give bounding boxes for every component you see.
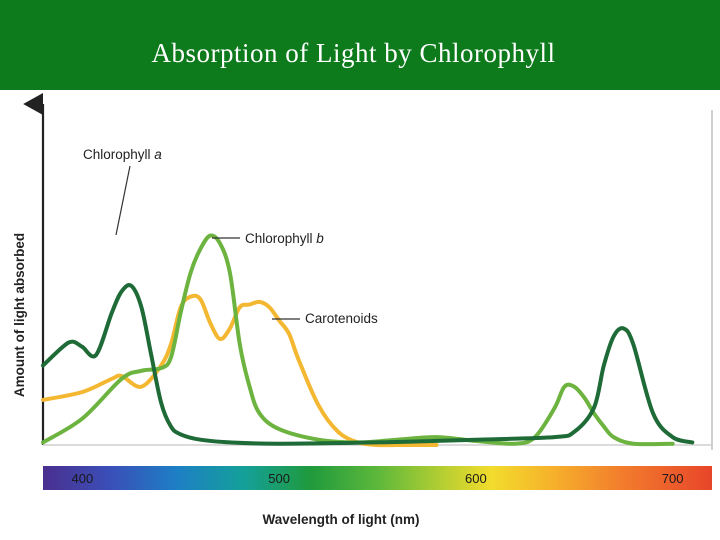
x-tick-label-700: 700	[662, 471, 684, 486]
x-tick-label-400: 400	[72, 471, 94, 486]
visible-spectrum-bar	[43, 466, 712, 490]
x-tick-label-600: 600	[465, 471, 487, 486]
series-line-chlorophyll-a	[41, 283, 695, 446]
chlorophyll-b-label: Chlorophyll b	[245, 231, 324, 246]
chlorophyll-a-leader	[115, 165, 131, 236]
page-title: Absorption of Light by Chlorophyll	[151, 38, 556, 68]
absorption-chart: Amount of light absorbed Chlorophyll a C…	[12, 93, 713, 527]
x-tick-label-500: 500	[268, 471, 290, 486]
chlorophyll-a-label: Chlorophyll a	[83, 147, 162, 162]
x-tick-labels: 400 500 600 700	[72, 471, 684, 486]
title-banner	[0, 0, 720, 90]
carotenoids-label: Carotenoids	[305, 311, 378, 326]
series-layer	[41, 233, 695, 448]
x-axis-label: Wavelength of light (nm)	[263, 512, 420, 527]
y-axis-label: Amount of light absorbed	[12, 233, 27, 397]
series-line-carotenoids	[41, 293, 439, 448]
series-line-chlorophyll-b	[41, 233, 675, 447]
